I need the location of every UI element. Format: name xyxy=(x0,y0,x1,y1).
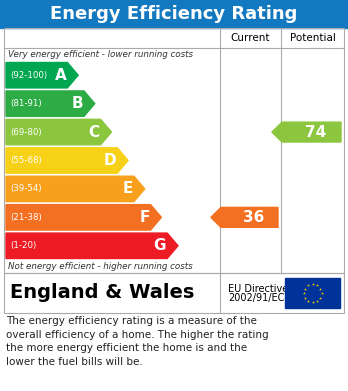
Text: A: A xyxy=(55,68,66,83)
Polygon shape xyxy=(272,122,341,142)
Text: Energy Efficiency Rating: Energy Efficiency Rating xyxy=(50,5,298,23)
Bar xyxy=(4,273,344,313)
Polygon shape xyxy=(6,233,178,258)
Polygon shape xyxy=(6,119,111,145)
Text: 2002/91/EC: 2002/91/EC xyxy=(228,293,284,303)
Text: Current: Current xyxy=(231,33,270,43)
Text: 36: 36 xyxy=(243,210,264,225)
Bar xyxy=(285,278,340,308)
Text: (81-91): (81-91) xyxy=(10,99,42,108)
Bar xyxy=(0,0,348,28)
Text: D: D xyxy=(104,153,116,168)
Text: G: G xyxy=(154,238,166,253)
Text: (1-20): (1-20) xyxy=(10,241,36,250)
Text: England & Wales: England & Wales xyxy=(10,283,195,303)
Polygon shape xyxy=(6,176,145,202)
Text: C: C xyxy=(88,125,100,140)
Text: (92-100): (92-100) xyxy=(10,71,47,80)
Polygon shape xyxy=(6,148,128,173)
Polygon shape xyxy=(211,207,278,227)
Text: E: E xyxy=(122,181,133,196)
Text: Potential: Potential xyxy=(290,33,335,43)
Polygon shape xyxy=(6,63,78,88)
Text: 74: 74 xyxy=(305,125,326,140)
Polygon shape xyxy=(6,91,95,117)
Bar xyxy=(4,28,344,273)
Text: B: B xyxy=(71,96,83,111)
Polygon shape xyxy=(6,204,161,230)
Text: Not energy efficient - higher running costs: Not energy efficient - higher running co… xyxy=(8,262,193,271)
Text: Very energy efficient - lower running costs: Very energy efficient - lower running co… xyxy=(8,50,193,59)
Text: (39-54): (39-54) xyxy=(10,185,42,194)
Text: (69-80): (69-80) xyxy=(10,127,42,136)
Text: The energy efficiency rating is a measure of the
overall efficiency of a home. T: The energy efficiency rating is a measur… xyxy=(6,316,269,367)
Text: F: F xyxy=(139,210,150,225)
Text: (55-68): (55-68) xyxy=(10,156,42,165)
Text: (21-38): (21-38) xyxy=(10,213,42,222)
Text: EU Directive: EU Directive xyxy=(228,284,288,294)
